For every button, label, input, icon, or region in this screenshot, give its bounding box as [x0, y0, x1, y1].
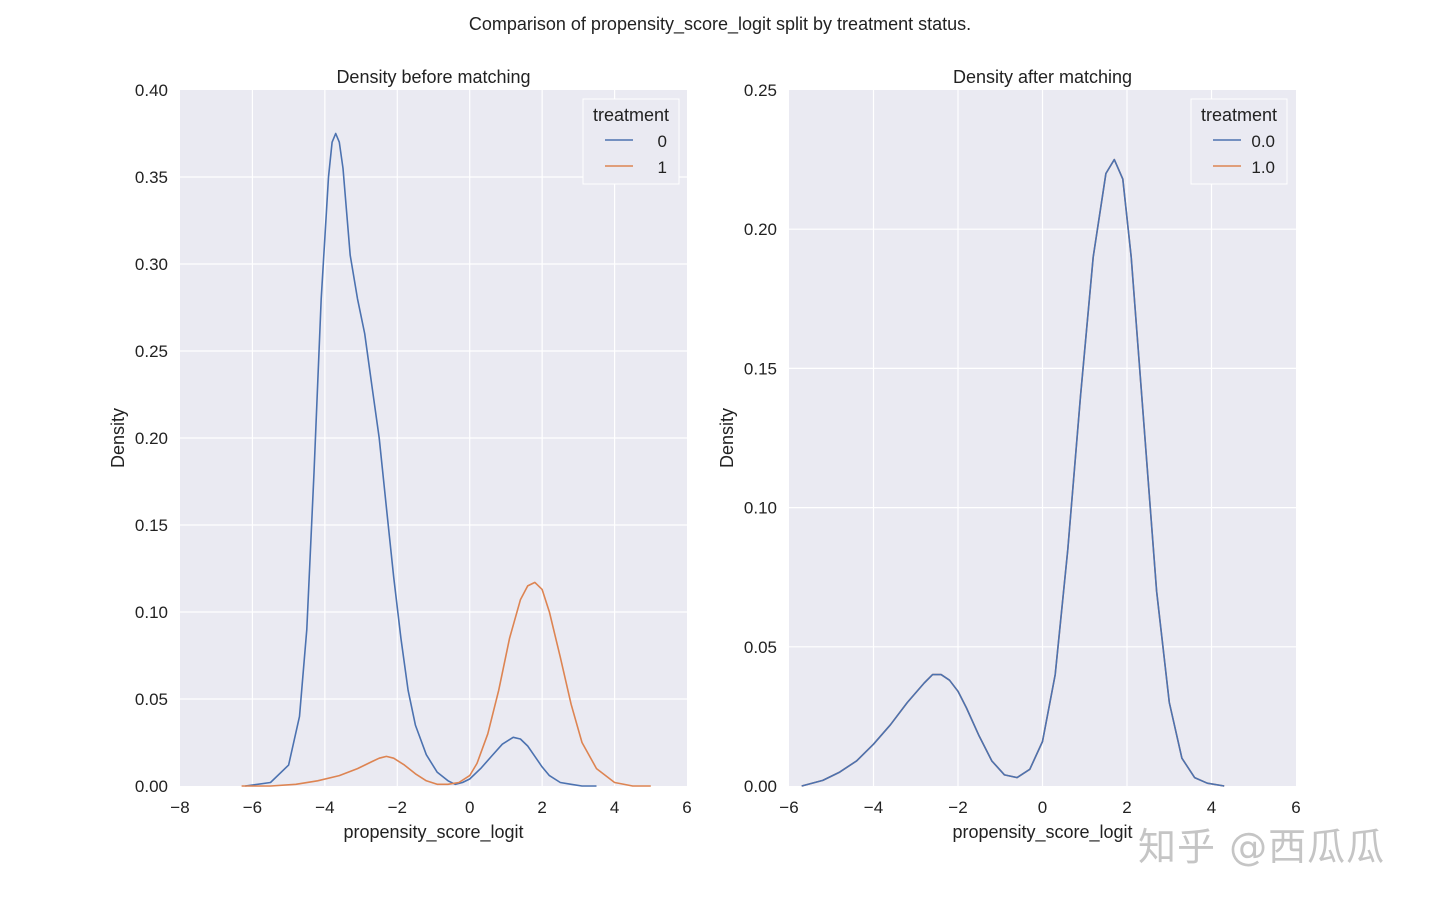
legend-label: 1.0 — [1251, 158, 1275, 177]
x-tick-label: −2 — [948, 798, 967, 817]
y-tick-label: 0.05 — [744, 638, 777, 657]
x-tick-label: 2 — [1122, 798, 1131, 817]
y-tick-label: 0.20 — [744, 220, 777, 239]
x-tick-label: 0 — [1038, 798, 1047, 817]
x-tick-label: 6 — [1291, 798, 1300, 817]
y-tick-label: 0.25 — [744, 81, 777, 100]
x-tick-label: 4 — [1207, 798, 1216, 817]
legend-label: 0.0 — [1251, 132, 1275, 151]
x-tick-label: −6 — [779, 798, 798, 817]
y-tick-label: 0.15 — [744, 359, 777, 378]
x-tick-label: −4 — [864, 798, 883, 817]
x-axis-label: propensity_score_logit — [952, 822, 1132, 843]
y-tick-label: 0.10 — [744, 499, 777, 518]
legend-title: treatment — [1201, 105, 1277, 125]
y-axis-label: Density — [717, 408, 737, 468]
watermark-text: 知乎 @西瓜瓜 — [1138, 816, 1385, 871]
chart-title: Density after matching — [953, 67, 1132, 87]
y-tick-label: 0.00 — [744, 777, 777, 796]
